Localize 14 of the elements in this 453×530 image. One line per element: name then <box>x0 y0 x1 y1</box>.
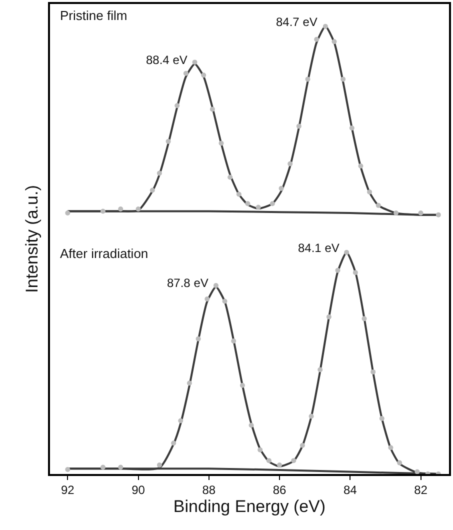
x-tick-label: 84 <box>343 483 358 498</box>
annotation: 84.1 eV <box>298 241 340 255</box>
x-tick-label: 92 <box>60 483 75 498</box>
annotation: 88.4 eV <box>146 53 188 67</box>
annotation: 84.7 eV <box>276 15 318 29</box>
x-axis-title: Binding Energy (eV) <box>173 497 326 516</box>
annotation: 87.8 eV <box>167 276 208 290</box>
annotation: After irradiation <box>60 246 148 261</box>
x-tick-label: 88 <box>202 483 216 498</box>
y-axis-title: Intensity (a.u.) <box>22 185 42 293</box>
x-tick-label: 86 <box>272 483 287 498</box>
chart-title: Pristine film <box>60 8 128 23</box>
x-tick-label: 90 <box>132 483 146 498</box>
x-tick-label: 82 <box>414 483 428 498</box>
